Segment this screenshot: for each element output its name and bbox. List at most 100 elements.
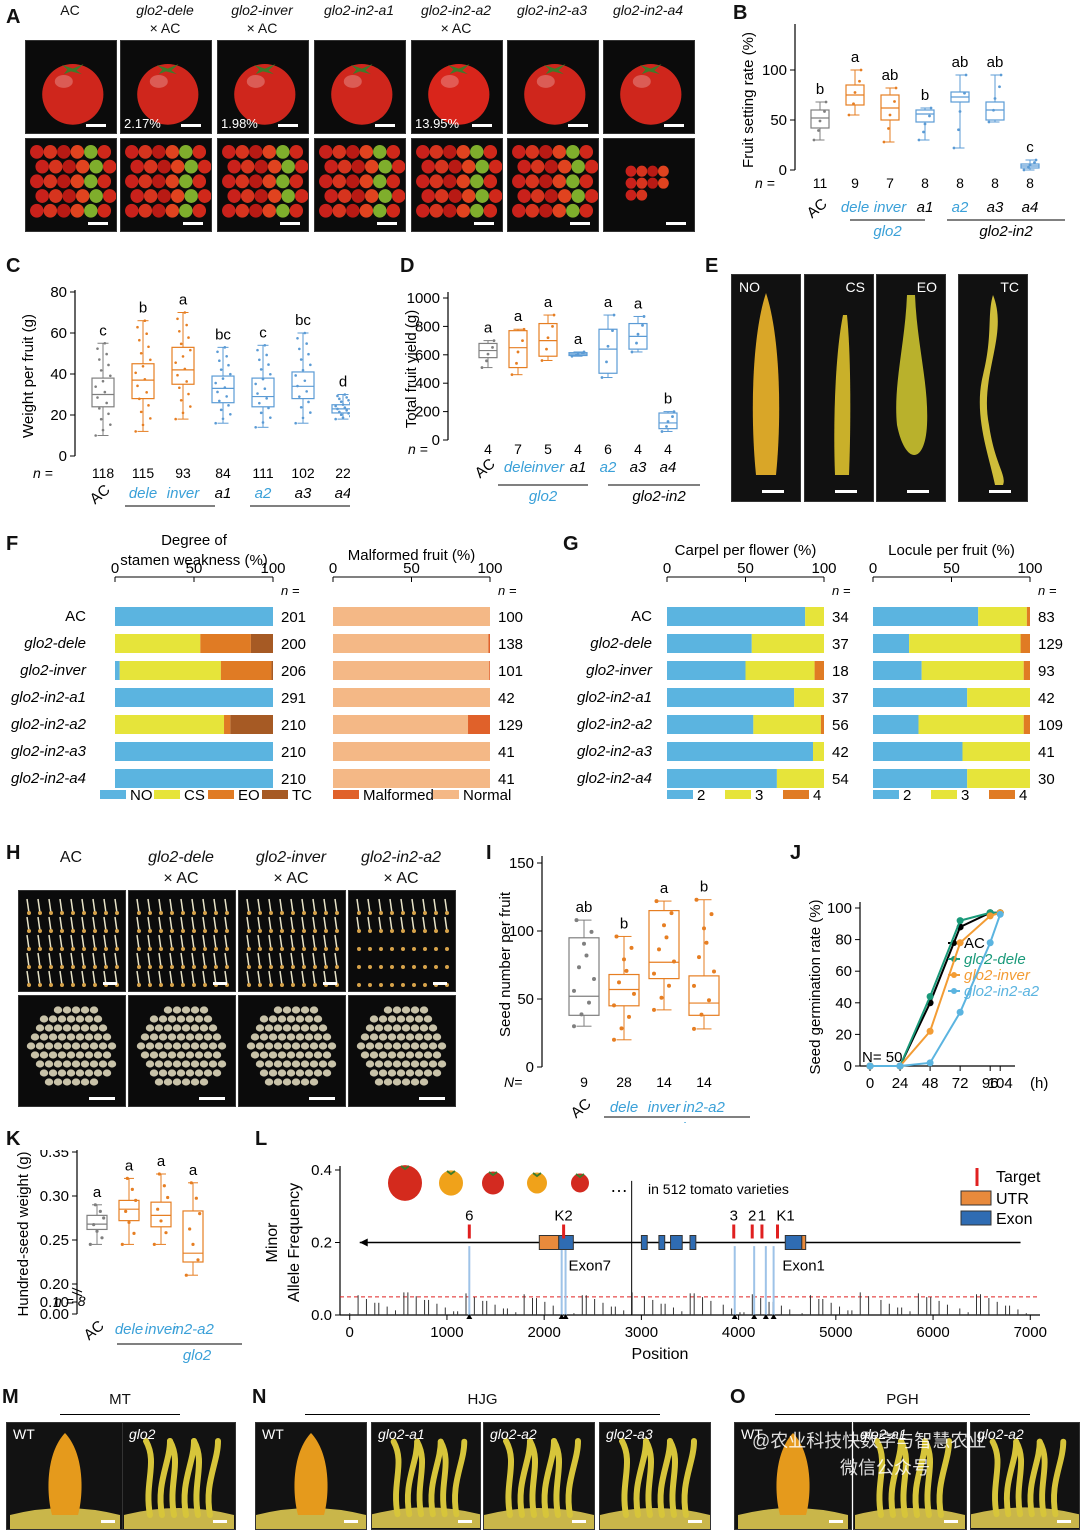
- seed: [98, 1060, 108, 1068]
- separated-stamen: [1013, 1438, 1025, 1518]
- seed: [214, 911, 218, 915]
- bar-segment-Normal: [333, 715, 469, 734]
- data-point: [660, 430, 664, 433]
- data-point: [922, 130, 925, 134]
- tomato-highlight: [246, 75, 265, 88]
- gene-feature: [670, 1235, 683, 1250]
- seed: [369, 1051, 379, 1059]
- legend-swatch: [725, 790, 751, 799]
- seedling: [213, 898, 217, 914]
- seed: [302, 911, 306, 915]
- small-tomato: [373, 203, 387, 218]
- scale-bar: [213, 1520, 227, 1523]
- data-point: [491, 345, 494, 349]
- seed: [379, 965, 383, 969]
- seed: [313, 911, 317, 915]
- bar-segment-EO: [200, 634, 251, 653]
- data-point: [141, 423, 145, 427]
- data-point: [622, 957, 626, 962]
- panel-i-letter: I: [486, 842, 492, 864]
- seedling: [191, 952, 195, 968]
- data-point: [929, 106, 933, 110]
- y-tick-label: 0.25: [40, 1232, 69, 1249]
- seed: [313, 983, 317, 987]
- data-point: [99, 369, 103, 372]
- seed: [93, 1069, 103, 1077]
- bar-segment-3: [962, 742, 1030, 761]
- seed: [259, 1069, 269, 1077]
- seed: [357, 947, 361, 951]
- box-AC: [568, 937, 600, 1016]
- seed: [181, 983, 185, 987]
- data-point: [134, 430, 137, 433]
- row-label: glo2-dele: [590, 635, 652, 652]
- seed: [38, 965, 42, 969]
- seed: [115, 965, 119, 969]
- seed: [258, 983, 262, 987]
- seedling: [37, 934, 41, 950]
- seedling: [422, 898, 426, 914]
- y-tick-label: 40: [50, 366, 67, 383]
- separated-stamen: [205, 1438, 221, 1518]
- x-axis-label: Position: [632, 1346, 689, 1363]
- separated-stamen: [428, 1438, 444, 1518]
- seed: [392, 1024, 402, 1032]
- small-tomato: [48, 159, 63, 174]
- small-tomato: [386, 144, 401, 159]
- small-tomato: [337, 159, 352, 174]
- tomato-calyx: [544, 64, 566, 75]
- data-point: [859, 68, 863, 72]
- seed: [93, 947, 97, 951]
- seed: [313, 1069, 323, 1077]
- box-a2: [251, 377, 275, 408]
- seed: [104, 965, 108, 969]
- scale-bar: [181, 124, 201, 127]
- legend-label: Normal: [463, 787, 511, 804]
- seed: [27, 983, 31, 987]
- small-tomato: [227, 189, 241, 203]
- seed: [250, 1033, 260, 1041]
- flower-photo: WT: [734, 1422, 852, 1530]
- data-point: [540, 359, 544, 362]
- sig-letter: ab: [952, 54, 969, 71]
- seed: [313, 1015, 323, 1023]
- group-label: PGH: [886, 1391, 919, 1408]
- seedling: [202, 916, 206, 932]
- data-point: [652, 971, 656, 976]
- seed: [309, 1006, 319, 1014]
- seedling: [213, 952, 217, 968]
- series-point: [986, 939, 994, 947]
- small-tomato: [584, 159, 598, 174]
- x-label-a4: a4: [660, 459, 677, 476]
- seedling: [334, 934, 338, 950]
- flower-genotype-label: glo2-a2: [977, 1426, 1024, 1442]
- n-value: 210: [281, 771, 306, 788]
- seed: [378, 1015, 388, 1023]
- seed: [300, 1042, 310, 1050]
- small-tomato: [525, 144, 540, 159]
- seedling: [257, 934, 261, 950]
- data-point: [164, 1231, 168, 1235]
- data-point: [665, 425, 668, 428]
- seedling: [257, 952, 261, 968]
- data-point: [923, 122, 927, 126]
- separated-stamen: [1027, 1438, 1043, 1518]
- data-point: [183, 311, 187, 314]
- small-tomato: [391, 159, 405, 174]
- y-tick-label: 80: [835, 932, 852, 949]
- seedling: [257, 898, 261, 914]
- seedling: [301, 952, 305, 968]
- seedling: [224, 934, 228, 950]
- legend-utr-swatch: [960, 1190, 992, 1206]
- data-point: [185, 323, 188, 327]
- bar-segment-2: [873, 715, 919, 734]
- data-point: [127, 1220, 131, 1224]
- seed: [181, 1042, 191, 1050]
- panel-j-letter: J: [790, 842, 802, 864]
- separated-stamen: [657, 1438, 673, 1518]
- small-tomato: [197, 159, 211, 174]
- scale-bar: [474, 222, 494, 225]
- seedling: [92, 934, 96, 950]
- seedling: [48, 898, 52, 914]
- separated-stamen: [1051, 1438, 1067, 1518]
